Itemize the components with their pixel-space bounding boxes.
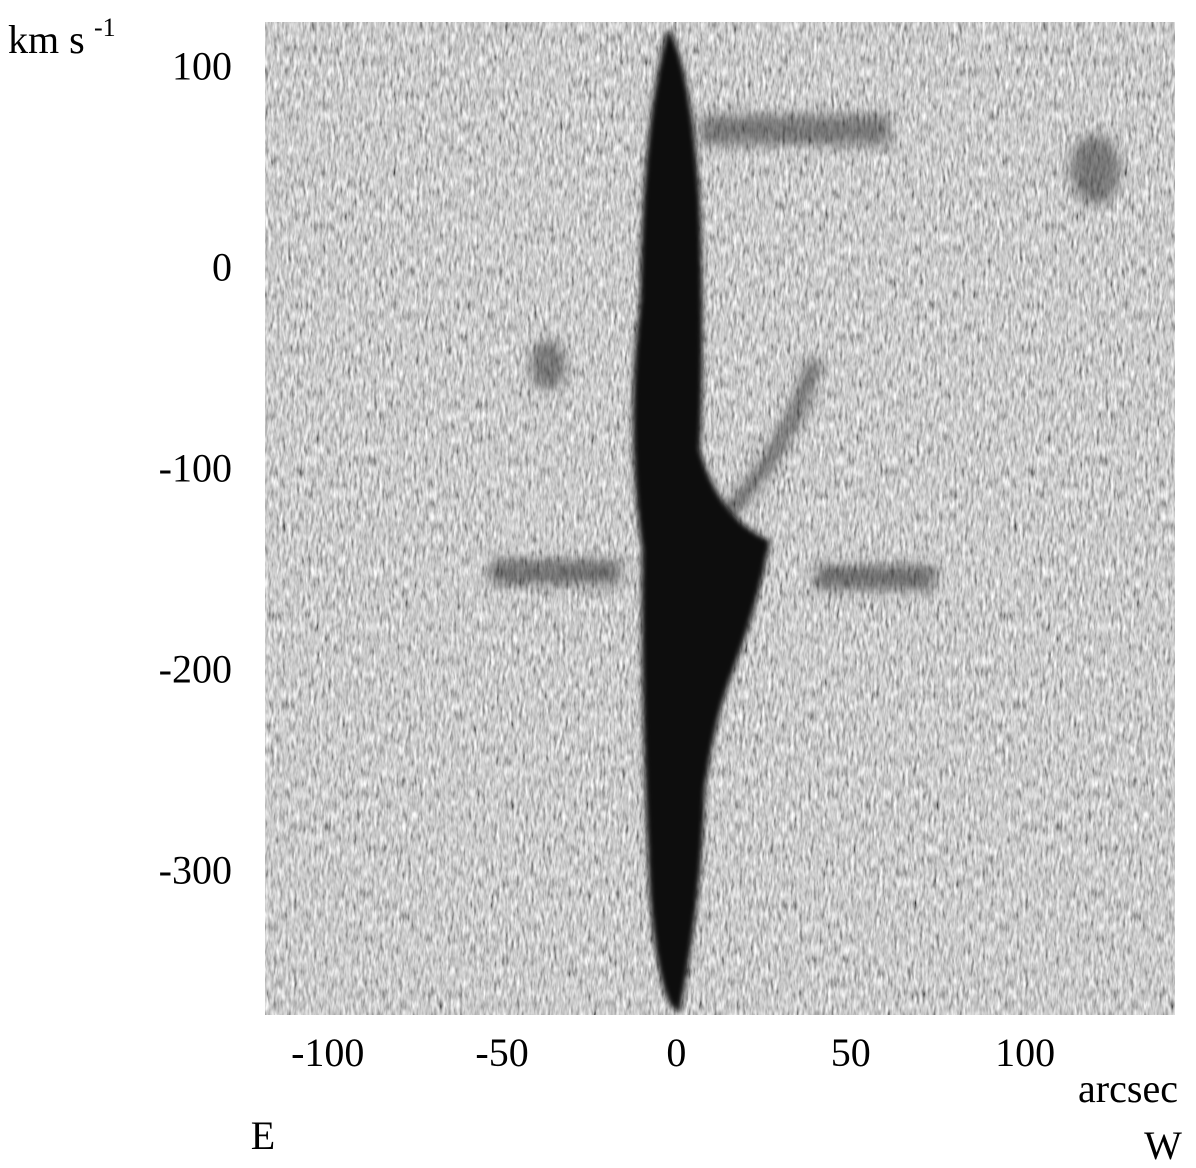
x-axis-label: arcsec: [1078, 1066, 1178, 1111]
y-tick-label: 100: [172, 43, 232, 88]
x-tick-label: -100: [291, 1030, 364, 1075]
y-axis-label: km s: [8, 17, 85, 62]
y-tick-label: -200: [159, 646, 232, 691]
faint-features: [490, 115, 1120, 590]
east-label: E: [251, 1113, 275, 1158]
x-tick-label: -50: [475, 1030, 528, 1075]
y-tick-label: -300: [159, 847, 232, 892]
y-axis-label-sup: -1: [94, 13, 116, 42]
west-label: W: [1144, 1123, 1182, 1168]
x-tick-label: 100: [995, 1030, 1055, 1075]
central-emission: [632, 28, 770, 1012]
pv-image: [265, 22, 1175, 1015]
x-tick-label: 50: [831, 1030, 871, 1075]
y-tick-label: 0: [212, 244, 232, 289]
y-tick-label: -100: [159, 445, 232, 490]
x-tick-label: 0: [666, 1030, 686, 1075]
